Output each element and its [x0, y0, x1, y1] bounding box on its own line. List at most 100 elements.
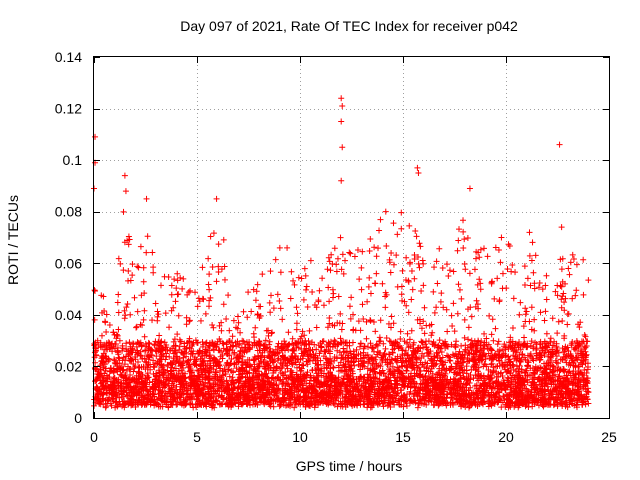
data-point	[318, 343, 325, 350]
data-point	[472, 255, 479, 262]
data-point	[380, 403, 387, 410]
data-point	[447, 357, 454, 364]
data-point	[317, 339, 324, 346]
data-point	[296, 398, 303, 405]
data-point	[499, 285, 506, 292]
data-point	[466, 379, 473, 386]
data-point	[271, 352, 278, 359]
data-point	[100, 359, 107, 366]
data-point	[154, 359, 161, 366]
data-point	[201, 352, 208, 359]
data-point	[561, 307, 568, 314]
data-point	[428, 365, 435, 372]
data-point	[337, 335, 344, 342]
data-point	[398, 359, 405, 366]
data-point	[316, 398, 323, 405]
data-point	[547, 335, 554, 342]
data-point	[436, 365, 443, 372]
data-point	[137, 243, 144, 250]
data-point	[445, 353, 452, 360]
data-point	[142, 358, 149, 365]
data-point	[304, 369, 311, 376]
data-point	[141, 333, 148, 340]
data-point	[125, 277, 132, 284]
data-point	[472, 343, 479, 350]
data-point	[541, 350, 548, 357]
data-point	[126, 366, 133, 373]
data-point	[206, 297, 213, 304]
data-point	[579, 361, 586, 368]
data-point	[352, 327, 359, 334]
data-point	[241, 347, 248, 354]
data-point	[265, 332, 272, 339]
data-point	[445, 272, 452, 279]
data-point	[376, 227, 383, 234]
data-point	[328, 358, 335, 365]
data-point	[301, 265, 308, 272]
data-point	[465, 336, 472, 343]
data-point	[206, 271, 213, 278]
data-point	[481, 361, 488, 368]
data-point	[130, 341, 137, 348]
data-point	[257, 352, 264, 359]
data-point	[527, 351, 534, 358]
data-point	[350, 354, 357, 361]
data-point	[577, 369, 584, 376]
data-point	[172, 298, 179, 305]
data-point	[265, 327, 272, 334]
data-point	[421, 304, 428, 311]
data-point	[358, 389, 365, 396]
data-point	[527, 282, 534, 289]
data-point	[248, 308, 255, 315]
data-point	[354, 246, 361, 253]
data-point	[529, 403, 536, 410]
data-point	[146, 340, 153, 347]
data-point	[475, 337, 482, 344]
data-point	[168, 364, 175, 371]
data-point	[372, 343, 379, 350]
data-point	[487, 368, 494, 375]
data-point	[297, 335, 304, 342]
data-point	[340, 270, 347, 277]
data-point	[222, 370, 229, 377]
data-point	[127, 347, 134, 354]
data-point	[531, 327, 538, 334]
data-point	[132, 349, 139, 356]
data-point	[162, 310, 169, 317]
data-point	[116, 355, 123, 362]
data-point	[143, 249, 150, 256]
data-point	[437, 298, 444, 305]
data-point	[142, 347, 149, 354]
data-point	[583, 351, 590, 358]
data-point	[460, 359, 467, 366]
data-point	[342, 360, 349, 367]
data-point	[574, 350, 581, 357]
data-point	[338, 326, 345, 333]
data-point	[569, 251, 576, 258]
data-point	[473, 297, 480, 304]
data-point	[266, 338, 273, 345]
data-point	[205, 342, 212, 349]
data-point	[307, 257, 314, 264]
data-point	[390, 220, 397, 227]
data-point	[207, 352, 214, 359]
data-point	[506, 242, 513, 249]
data-point	[317, 348, 324, 355]
data-point	[272, 256, 279, 263]
data-point	[348, 294, 355, 301]
data-point	[115, 309, 122, 316]
data-point	[520, 323, 527, 330]
data-point	[234, 313, 241, 320]
data-point	[293, 326, 300, 333]
data-point	[350, 311, 357, 318]
data-point	[460, 228, 467, 235]
data-point	[240, 338, 247, 345]
data-point	[196, 347, 203, 354]
data-point	[333, 268, 340, 275]
data-point	[221, 263, 228, 270]
data-point	[310, 354, 317, 361]
data-point	[131, 294, 138, 301]
data-point	[209, 322, 216, 329]
data-point	[292, 340, 299, 347]
